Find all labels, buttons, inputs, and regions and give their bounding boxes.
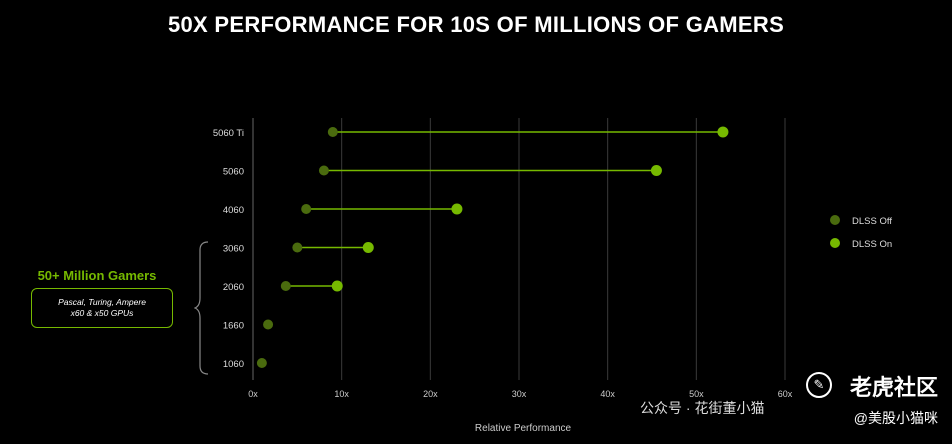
watermark-brand-block: 老虎社区 @美股小猫咪 <box>850 370 938 428</box>
watermark-logo-icon: ✎ <box>806 372 832 398</box>
dlss-off-point <box>301 204 312 214</box>
callout-line-1: Pascal, Turing, Ampere <box>58 297 146 307</box>
watermark-account: @美股小猫咪 <box>853 410 938 426</box>
dlss-off-point <box>280 281 291 291</box>
dlss-on-point <box>717 126 729 138</box>
y-category-label: 1060 <box>223 359 244 370</box>
y-category-label: 5060 Ti <box>213 128 244 139</box>
dlss-on-point <box>650 165 662 176</box>
dlss-off-point <box>263 319 274 330</box>
y-category-label: 5060 <box>223 167 244 178</box>
x-tick-label: 20x <box>423 389 438 399</box>
callout-heading: 50+ Million Gamers <box>37 268 157 283</box>
chart-title: 50X PERFORMANCE FOR 10S OF MILLIONS OF G… <box>167 12 785 37</box>
dlss-off-point <box>327 127 338 137</box>
y-category-label: 1660 <box>223 321 244 332</box>
x-tick-label: 40x <box>600 389 615 399</box>
dlss-off-point <box>256 358 267 368</box>
x-tick-label: 30x <box>512 389 527 399</box>
dlss-off-point <box>292 242 303 253</box>
legend-label: DLSS Off <box>852 216 892 227</box>
x-tick-label: 60x <box>778 389 793 399</box>
watermark-channel: 公众号 · 花街董小猫 <box>640 400 765 416</box>
watermark-brand: 老虎社区 <box>849 375 938 400</box>
x-axis-label: Relative Performance <box>475 423 572 434</box>
dlss-on-point <box>362 242 374 253</box>
dlss-on-point <box>451 203 463 215</box>
x-tick-label: 50x <box>689 389 704 399</box>
dlss-off-point <box>318 165 329 176</box>
callout-line-2: x60 & x50 GPUs <box>70 308 134 318</box>
dlss-on-point <box>331 280 343 292</box>
callout-box: Pascal, Turing, Ampere x60 & x50 GPUs <box>31 288 173 328</box>
gpu-group-brace <box>194 241 209 375</box>
x-tick-label: 10x <box>334 389 349 399</box>
y-category-label: 4060 <box>223 205 244 216</box>
y-category-label: 2060 <box>223 282 244 293</box>
legend-marker <box>830 215 840 225</box>
legend-label: DLSS On <box>852 239 892 250</box>
x-tick-label: 0x <box>248 389 258 399</box>
legend-marker <box>830 238 840 248</box>
y-category-label: 3060 <box>223 244 244 255</box>
